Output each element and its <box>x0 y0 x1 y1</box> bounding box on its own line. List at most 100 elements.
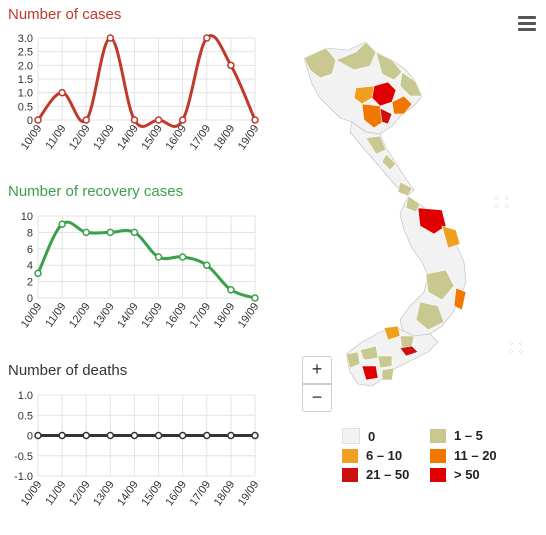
legend-swatch <box>430 467 446 482</box>
x-tick-label: 11/09 <box>43 301 68 330</box>
map-region-khanhhoa[interactable] <box>453 287 467 311</box>
map-region-s5[interactable] <box>377 355 393 369</box>
x-tick-label: 14/09 <box>115 301 141 330</box>
legend-swatch <box>430 428 446 443</box>
y-tick-label: 10 <box>21 211 33 223</box>
legend-label: 0 <box>368 428 376 444</box>
map-region-ne1[interactable] <box>375 51 403 81</box>
cases-chart: 00.51.01.52.02.53.010/0911/0912/0913/091… <box>18 33 262 152</box>
legend-item: 6 – 10 <box>342 448 402 463</box>
data-point <box>82 228 90 237</box>
data-point <box>58 431 66 440</box>
legend-label: 21 – 50 <box>366 467 410 482</box>
x-tick-label: 17/09 <box>188 123 214 152</box>
legend-label: 1 – 5 <box>454 428 483 443</box>
legend-label: 6 – 10 <box>366 448 403 463</box>
vietnam-map[interactable] <box>296 30 496 390</box>
data-point <box>58 88 66 97</box>
map-region-highland1[interactable] <box>425 269 455 301</box>
x-tick-label: 14/09 <box>115 123 141 152</box>
chart-title: Number of deaths <box>8 362 128 379</box>
map-region-quangnam[interactable] <box>441 225 461 249</box>
map-region-delta2[interactable] <box>391 95 413 115</box>
x-tick-label: 10/09 <box>19 123 45 152</box>
data-point <box>203 261 211 269</box>
map-region-ne2[interactable] <box>399 71 423 97</box>
y-tick-label: -1.0 <box>14 471 33 483</box>
x-tick-label: 15/09 <box>139 479 165 508</box>
x-tick-label: 13/09 <box>91 479 117 508</box>
legend-swatch <box>430 448 446 463</box>
y-tick-label: 0 <box>27 115 33 127</box>
data-point <box>34 116 42 124</box>
data-point <box>154 116 163 124</box>
x-tick-label: 13/09 <box>91 123 117 152</box>
legend-item: 21 – 50 <box>342 467 409 482</box>
y-tick-label: 2.0 <box>18 60 33 72</box>
map-region-s8[interactable] <box>381 367 395 381</box>
map-region-hue[interactable] <box>405 195 421 213</box>
data-point <box>82 431 90 440</box>
map-region-s3[interactable] <box>399 345 419 357</box>
data-point <box>251 116 259 124</box>
zoom-in-button[interactable]: + <box>302 356 332 384</box>
y-tick-label: 6 <box>27 244 33 256</box>
legend-label: > 50 <box>454 467 480 482</box>
legend-item: 1 – 5 <box>430 428 483 443</box>
chart-title: Number of recovery cases <box>8 183 184 200</box>
x-tick-label: 17/09 <box>188 479 214 508</box>
x-tick-label: 13/09 <box>91 301 117 330</box>
y-tick-label: 1.0 <box>18 390 33 402</box>
data-point <box>34 269 42 278</box>
map-region-s4[interactable] <box>359 345 379 361</box>
map-islands: ⁘ ⁘ ⁘ ⁘ <box>494 196 511 211</box>
map-region-nw1[interactable] <box>303 47 337 79</box>
map-region-ncc[interactable] <box>349 121 415 197</box>
x-tick-label: 19/09 <box>236 301 262 330</box>
y-tick-label: 0.5 <box>18 101 33 113</box>
data-point <box>203 431 211 440</box>
data-point <box>203 34 211 42</box>
map-region-danang[interactable] <box>417 207 447 235</box>
map-region-delta3[interactable] <box>353 85 375 105</box>
map-region-highland2[interactable] <box>415 301 445 331</box>
y-tick-label: 4 <box>27 260 33 272</box>
x-tick-label: 14/09 <box>115 479 141 508</box>
data-point <box>227 61 235 70</box>
data-point <box>58 220 66 228</box>
map-region-s7[interactable] <box>345 351 361 369</box>
y-tick-label: 2 <box>27 277 33 289</box>
data-point <box>178 431 187 440</box>
data-point <box>154 253 163 261</box>
y-tick-label: 0 <box>27 293 33 305</box>
map-region-nghe[interactable] <box>365 135 387 155</box>
y-tick-label: 8 <box>27 227 33 239</box>
y-tick-label: 0.5 <box>18 410 33 422</box>
map-region-delta5[interactable] <box>379 107 393 125</box>
map-region-s6[interactable] <box>361 365 379 381</box>
series-line <box>36 34 257 128</box>
x-tick-label: 12/09 <box>67 301 93 330</box>
data-point <box>154 431 163 440</box>
x-tick-label: 12/09 <box>67 479 93 508</box>
legend-swatch <box>342 448 358 463</box>
x-tick-label: 10/09 <box>19 479 45 508</box>
map-region-hatinh[interactable] <box>381 153 397 171</box>
legend-swatch <box>342 428 360 444</box>
data-point <box>251 294 259 302</box>
data-point <box>34 431 42 440</box>
y-tick-label: -0.5 <box>14 451 33 463</box>
x-tick-label: 11/09 <box>43 123 68 152</box>
data-point <box>82 116 90 124</box>
data-point <box>106 34 115 42</box>
recovery-chart: 0 2 4 6 8 10 10/0911/0912/0913/0914/0915/0916/… <box>19 211 262 330</box>
x-tick-label: 18/09 <box>212 123 238 152</box>
y-tick-label: 1.0 <box>18 88 33 100</box>
x-tick-label: 19/09 <box>236 479 262 508</box>
zoom-out-button[interactable]: − <box>302 384 332 412</box>
x-tick-label: 16/09 <box>164 479 190 508</box>
hamburger-menu-icon[interactable] <box>518 16 536 34</box>
legend-swatch <box>342 467 358 482</box>
map-islands: ⁘ ⁘ ⁘ ⁘ <box>508 341 525 356</box>
data-point <box>130 116 139 124</box>
